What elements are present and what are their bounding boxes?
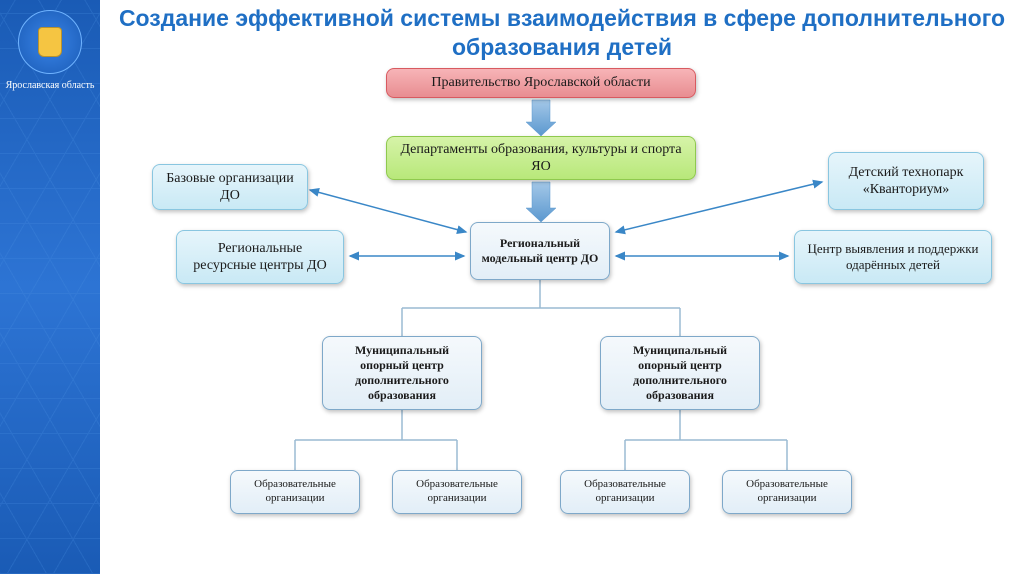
node-moc2: Муниципальный опорный центр дополнительн… [600,336,760,410]
node-base: Базовые организации ДО [152,164,308,210]
node-rrc: Региональные ресурсные центры ДО [176,230,344,284]
node-edu1: Образовательные организации [230,470,360,514]
node-gov: Правительство Ярославской области [386,68,696,98]
node-edu3: Образовательные организации [560,470,690,514]
node-edu4: Образовательные организации [722,470,852,514]
node-kvant: Детский технопарк «Кванториум» [828,152,984,210]
coat-of-arms-icon [38,27,62,57]
region-logo [18,10,82,74]
region-label: Ярославская область [0,80,100,92]
node-moc1: Муниципальный опорный центр дополнительн… [322,336,482,410]
node-dept: Департаменты образования, культуры и спо… [386,136,696,180]
node-edu2: Образовательные организации [392,470,522,514]
node-gifted: Центр выявления и поддержки одарённых де… [794,230,992,284]
sidebar: Ярославская область [0,0,100,574]
node-rmc: Региональный модельный центр ДО [470,222,610,280]
slide-title: Создание эффективной системы взаимодейст… [100,4,1024,62]
diagram-canvas: Создание эффективной системы взаимодейст… [100,0,1024,574]
